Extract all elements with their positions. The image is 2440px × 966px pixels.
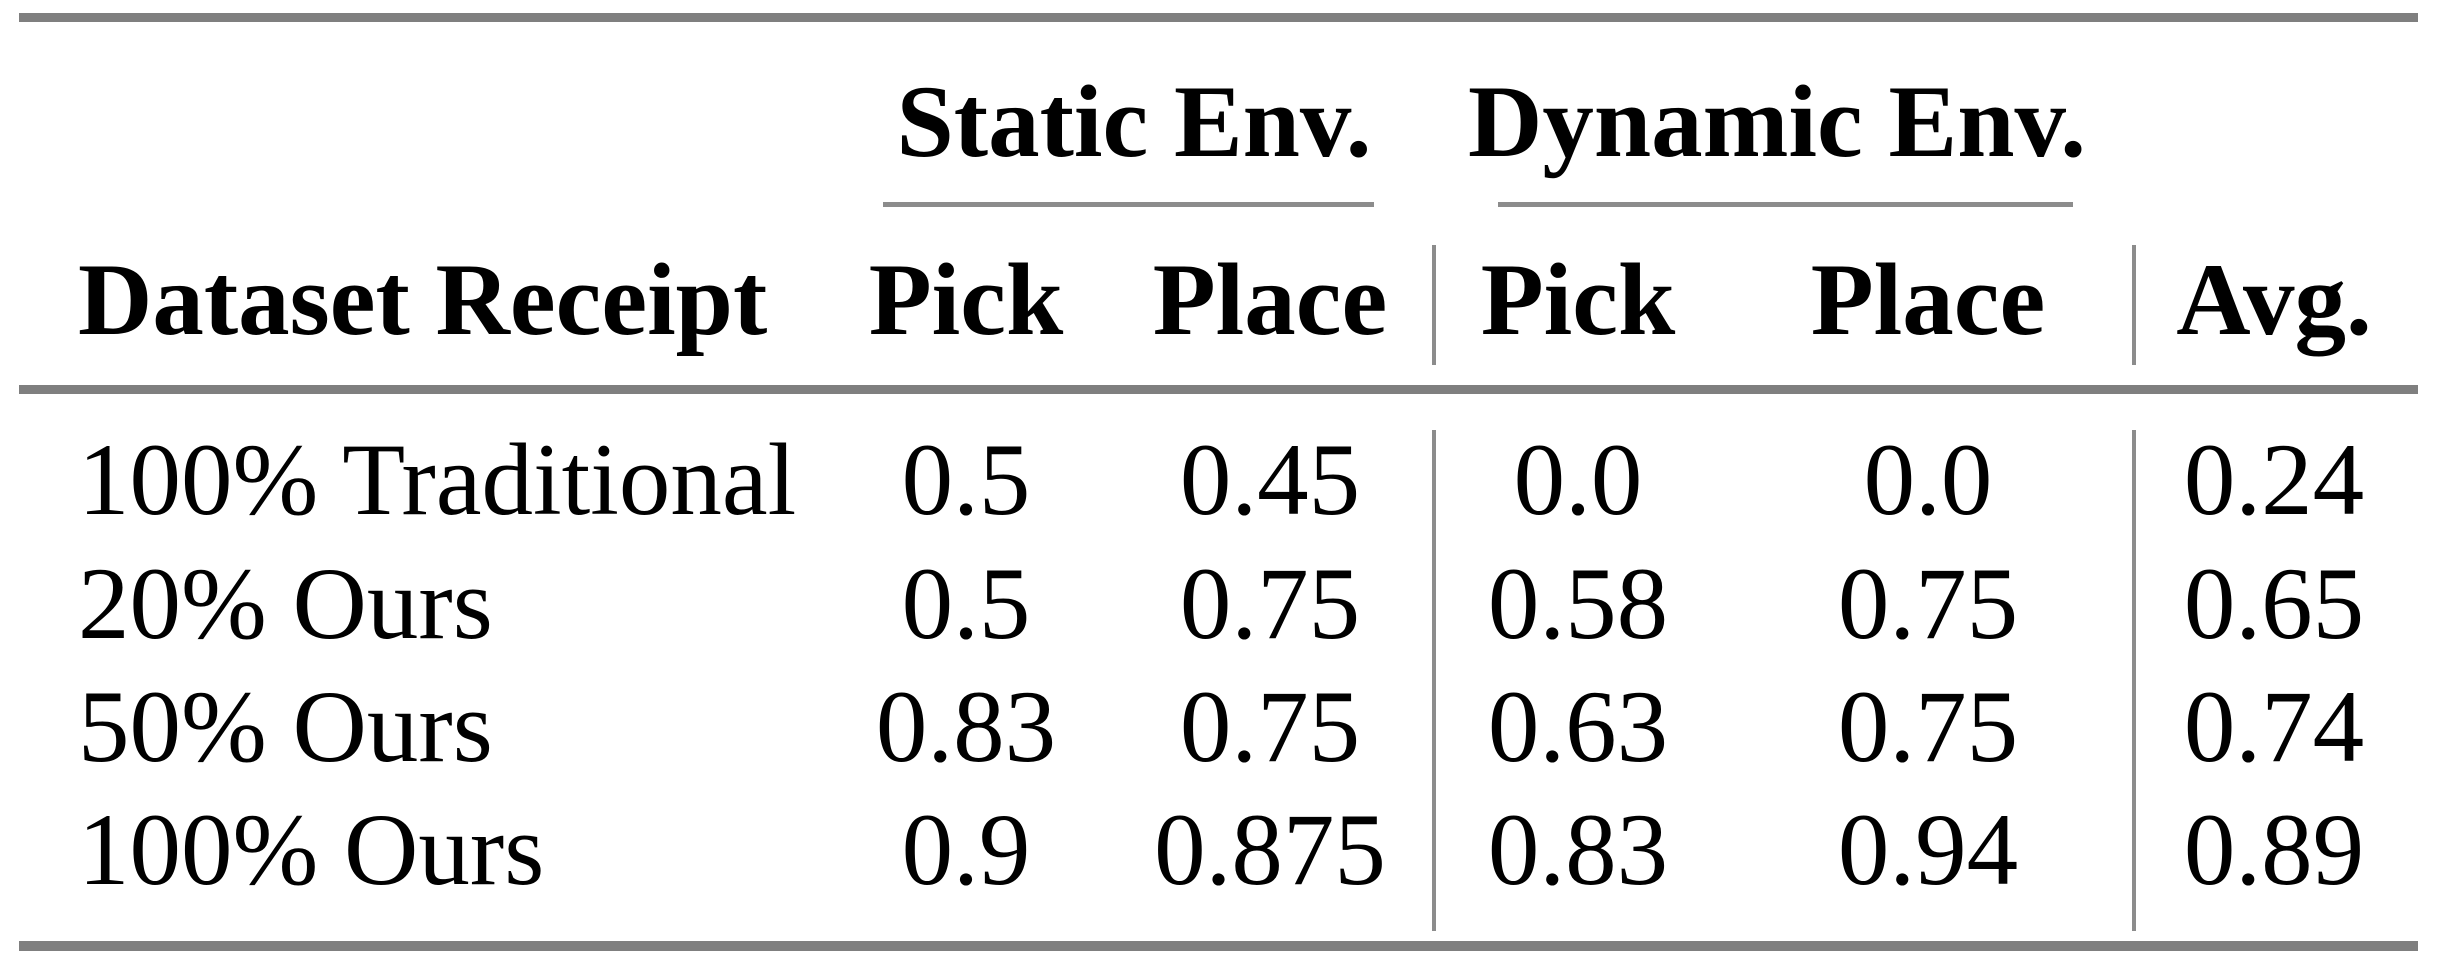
- cell-static-pick: 0.9: [901, 792, 1031, 907]
- cell-avg: 0.74: [2183, 669, 2365, 784]
- header-rule: [19, 385, 2418, 394]
- cell-dynamic-place: 0.75: [1837, 669, 2019, 784]
- cell-dynamic-pick: 0.0: [1513, 422, 1643, 537]
- column-header-dynamic-place: Place: [1810, 242, 2046, 357]
- column-header-static-place: Place: [1152, 242, 1388, 357]
- vertical-divider-right-body: [2132, 430, 2136, 931]
- bottom-rule: [19, 941, 2418, 951]
- cell-static-place: 0.45: [1179, 422, 1361, 537]
- cell-avg: 0.24: [2183, 422, 2365, 537]
- row-label: 50% Ours: [78, 669, 493, 784]
- cell-static-pick: 0.5: [901, 422, 1031, 537]
- cell-static-place: 0.75: [1179, 669, 1361, 784]
- static-group-underline: [883, 202, 1374, 207]
- row-label: 100% Ours: [78, 792, 545, 907]
- top-rule: [19, 13, 2418, 22]
- cell-dynamic-pick: 0.63: [1487, 669, 1669, 784]
- cell-static-pick: 0.5: [901, 546, 1031, 661]
- vertical-divider-left-body: [1432, 430, 1436, 931]
- column-header-dynamic-pick: Pick: [1480, 242, 1676, 357]
- cell-dynamic-place: 0.94: [1837, 792, 2019, 907]
- vertical-divider-left-header: [1432, 245, 1436, 365]
- cell-dynamic-place: 0.0: [1863, 422, 1993, 537]
- vertical-divider-right-header: [2132, 245, 2136, 365]
- cell-avg: 0.65: [2183, 546, 2365, 661]
- cell-static-place: 0.75: [1179, 546, 1361, 661]
- cell-dynamic-pick: 0.83: [1487, 792, 1669, 907]
- column-header-dataset: Dataset Receipt: [78, 242, 768, 357]
- group-header-static: Static Env.: [896, 64, 1372, 179]
- dynamic-group-underline: [1498, 202, 2073, 207]
- cell-static-place: 0.875: [1154, 792, 1386, 907]
- cell-static-pick: 0.83: [875, 669, 1057, 784]
- cell-dynamic-pick: 0.58: [1487, 546, 1669, 661]
- cell-dynamic-place: 0.75: [1837, 546, 2019, 661]
- row-label: 20% Ours: [78, 546, 493, 661]
- row-label: 100% Traditional: [78, 422, 797, 537]
- column-header-static-pick: Pick: [868, 242, 1064, 357]
- cell-avg: 0.89: [2183, 792, 2365, 907]
- group-header-dynamic: Dynamic Env.: [1467, 64, 2087, 179]
- column-header-avg: Avg.: [2176, 242, 2372, 357]
